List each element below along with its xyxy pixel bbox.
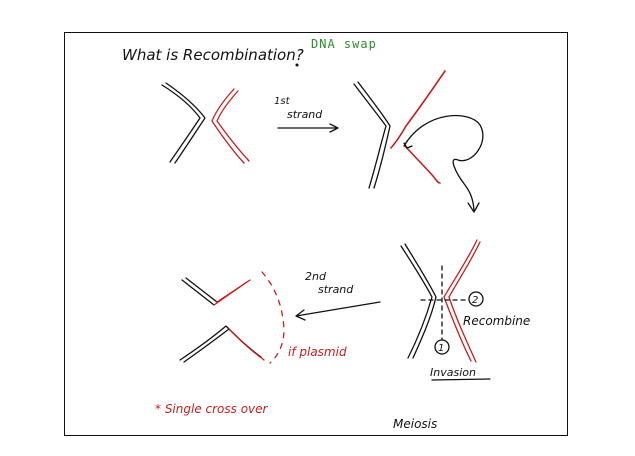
plasmid-label: if plasmid xyxy=(288,345,347,359)
lower-chevron-black-a xyxy=(179,325,262,361)
recombine-number-circle xyxy=(468,291,484,307)
red-strand-inner xyxy=(211,88,245,164)
title-note: DNA swap xyxy=(311,37,377,51)
strand-invasion xyxy=(353,70,446,189)
invasion-red-tail xyxy=(404,145,441,184)
single-cross-over-note: * Single cross over xyxy=(155,402,269,416)
step2-word: strand xyxy=(318,283,354,296)
step1-word: strand xyxy=(287,108,323,121)
upper-chevron-red-b xyxy=(216,279,251,303)
down-arrow-head xyxy=(467,202,480,213)
upper-chevron-black-b xyxy=(185,277,218,303)
title-question: What is Recombination? xyxy=(122,46,304,64)
invasion-red-crossing xyxy=(390,70,446,149)
recombine-label: Recombine xyxy=(463,314,530,328)
title-dot xyxy=(295,63,299,67)
recombine-number: 2 xyxy=(472,295,478,306)
upper-chevron-black-a xyxy=(181,279,215,306)
invasion-number: 1 xyxy=(438,343,444,354)
black-strand-outer xyxy=(161,84,201,163)
invasion-black-inner xyxy=(357,81,391,189)
invasion-number-circle xyxy=(434,339,450,355)
plasmid-dashed-loop xyxy=(261,271,285,364)
junction-red-outer xyxy=(443,239,478,362)
initial-strand-pair xyxy=(161,82,250,164)
resolved-chevrons xyxy=(179,271,285,364)
black-strand-inner xyxy=(165,82,206,164)
step2-ordinal: 2nd xyxy=(305,270,327,283)
lower-chevron-red-b xyxy=(228,328,265,361)
junction-black-inner xyxy=(404,243,437,359)
junction-black-outer xyxy=(400,245,433,359)
invasion-black-outer xyxy=(353,83,387,189)
junction-red-inner xyxy=(448,241,481,363)
meiosis-label: Meiosis xyxy=(393,417,437,431)
step1-ordinal: 1st xyxy=(274,96,291,107)
invasion-underline xyxy=(431,378,491,381)
whiteboard-frame xyxy=(64,32,568,436)
red-strand-outer xyxy=(216,90,250,162)
lower-chevron-black-b xyxy=(183,328,230,363)
recombination-junction xyxy=(400,239,481,363)
invasion-label: Invasion xyxy=(430,366,476,379)
down-curved-arrow xyxy=(403,114,484,211)
step1-arrow xyxy=(277,123,339,133)
step2-arrow xyxy=(295,301,381,321)
